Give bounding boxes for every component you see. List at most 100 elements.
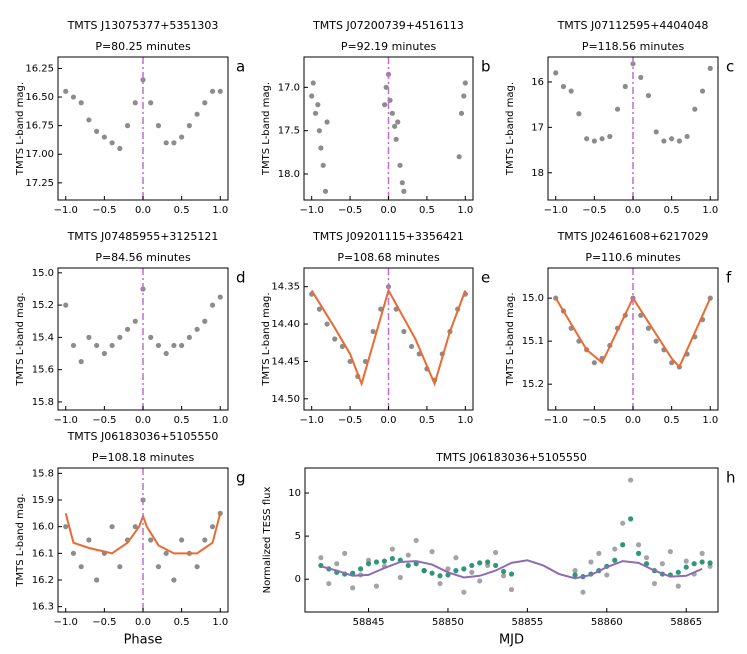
panel-letter: b [481,58,491,76]
data-point [124,123,131,129]
data-point [596,550,602,556]
data-point [456,154,462,160]
x-tick-label: −0.5 [338,415,362,426]
panel-title: TMTS J07112595+4404048 [557,19,709,32]
data-point [109,524,115,530]
data-point [124,326,131,332]
data-point [186,123,192,129]
data-point [405,552,411,558]
data-point [397,574,403,581]
y-tick-label: 16.2 [32,575,54,586]
y-tick-label: 17.25 [25,178,54,189]
data-point [94,577,100,583]
y-axis-label: TMTS L-band mag. [261,82,272,176]
data-point [94,128,100,134]
data-point [179,537,185,543]
data-point [373,559,380,565]
data-point [461,566,467,572]
data-point [109,342,115,349]
data-point [699,88,706,94]
y-tick-label: 15.0 [32,268,54,279]
data-point [622,83,628,90]
y-tick-label: 14.40 [271,319,300,330]
data-point [508,586,515,593]
y-tick-label: 15.8 [32,397,54,408]
data-point [692,106,698,112]
data-point [389,555,395,562]
data-point [683,558,689,564]
data-point [635,542,642,548]
x-tick-label: −0.5 [92,415,116,426]
data-point [508,571,515,577]
data-point [614,106,621,112]
x-tick-label: 0.0 [625,415,641,426]
fit-line [320,559,703,580]
plot-area [63,268,223,410]
x-tick-label: 0.5 [174,415,190,426]
data-point [393,136,399,142]
x-tick-label: −1.0 [54,415,78,426]
x-tick-label: −1.0 [544,205,568,216]
data-point [661,138,667,144]
data-point [659,561,666,567]
data-point [117,334,123,340]
data-point [572,568,578,574]
plot-area [318,477,713,595]
y-tick-label: 15.8 [32,468,54,479]
data-point [653,338,659,344]
data-point [421,568,427,574]
data-point [202,537,208,543]
data-point [628,477,634,483]
data-point [163,140,169,146]
data-point [155,123,162,129]
y-tick-label: 16.75 [25,121,54,132]
data-point [117,145,123,152]
data-point [171,577,177,583]
data-point [365,561,372,567]
x-tick-label: 0.5 [664,415,680,426]
data-point [397,162,403,168]
panel-title: TMTS J07200739+4516113 [312,19,464,32]
data-point [599,136,605,142]
data-point [572,572,578,578]
data-point [194,564,200,570]
y-axis-label: TMTS L-band mag. [505,292,516,386]
y-axis-label: TMTS L-band mag. [505,82,516,176]
y-tick-label: 15.9 [32,495,54,506]
data-point [607,133,613,140]
data-point [401,328,407,335]
data-point [469,562,475,569]
data-point [148,334,154,340]
panel-subtitle: P=84.56 minutes [95,251,191,264]
data-point [78,358,84,365]
data-point [389,110,395,116]
data-point [310,80,316,86]
panel-title: TMTS J06183036+5105550 [67,430,219,443]
data-point [707,65,713,71]
data-point [101,134,107,140]
data-point [638,74,644,81]
panel-subtitle: P=118.56 minutes [582,40,685,53]
data-point [429,570,435,576]
data-point [469,569,475,575]
x-tick-label: −1.0 [54,617,78,628]
data-point [493,562,499,569]
y-tick-label: 15.0 [522,293,544,304]
data-point [370,328,376,335]
panel-title: TMTS J13075377+5351303 [67,19,219,32]
data-point [350,585,356,591]
data-point [209,524,216,530]
data-point [645,92,652,99]
x-tick-label: 0.5 [419,415,435,426]
x-tick-label: 58850 [432,617,464,628]
plot-area [309,57,468,200]
y-axis-label: TMTS L-band mag. [261,292,272,386]
data-point [194,111,200,117]
panel-letter: h [726,469,736,487]
x-tick-label: 1.0 [702,415,718,426]
x-tick-label: 1.0 [212,205,228,216]
data-point [462,80,468,86]
x-tick-label: 0.5 [174,617,190,628]
x-tick-label: 0.5 [664,205,680,216]
